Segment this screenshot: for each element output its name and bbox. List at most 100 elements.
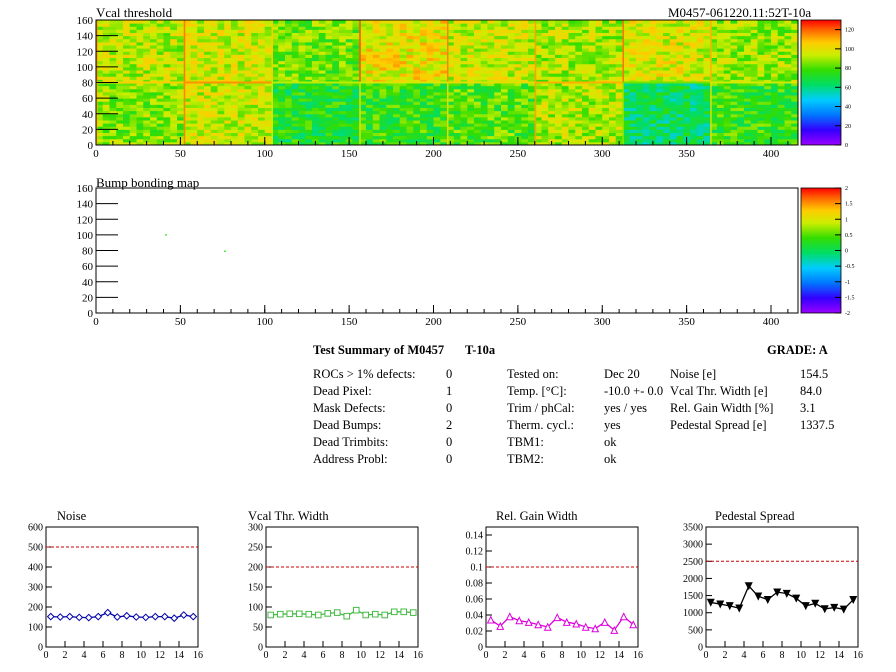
heatmap-cell <box>737 129 745 133</box>
heatmap-cell <box>696 20 704 24</box>
heatmap-cell <box>730 57 738 62</box>
heatmap-cell <box>501 95 509 99</box>
heatmap-cell <box>750 48 758 52</box>
heatmap-cell <box>568 91 576 96</box>
heatmap-cell <box>332 54 340 58</box>
heatmap-cell <box>170 82 178 87</box>
heatmap-cell <box>521 79 529 83</box>
heatmap-cell <box>96 116 104 121</box>
heatmap-cell <box>386 79 394 83</box>
heatmap-cell <box>723 82 731 87</box>
heatmap-cell <box>467 32 475 37</box>
heatmap-cell <box>629 29 637 33</box>
heatmap-cell <box>224 135 232 140</box>
heatmap-cell <box>744 66 752 71</box>
heatmap-cell <box>757 66 765 71</box>
y-tick-label: 120 <box>77 214 94 226</box>
heatmap-cell <box>399 120 407 124</box>
heatmap-cell <box>264 38 272 43</box>
heatmap-cell <box>494 129 502 133</box>
heatmap-cell <box>312 76 320 80</box>
heatmap-cell <box>764 45 772 49</box>
heatmap-cell <box>723 73 731 77</box>
heatmap-cell <box>575 48 583 52</box>
heatmap-cell <box>447 85 455 90</box>
heatmap-cell <box>669 41 677 46</box>
heatmap-cell <box>150 38 158 43</box>
heatmap-cell <box>528 82 536 87</box>
heatmap-cell <box>204 88 212 93</box>
heatmap-cell <box>629 141 637 146</box>
heatmap-cell <box>609 141 617 146</box>
heatmap-cell <box>298 38 306 43</box>
heatmap-cell <box>757 104 765 108</box>
heatmap-cell <box>656 63 664 68</box>
heatmap-cell <box>190 73 198 77</box>
heatmap-cell <box>244 35 252 40</box>
heatmap-cell <box>204 110 212 115</box>
heatmap-cell <box>318 60 326 65</box>
heatmap-cell <box>467 29 475 33</box>
heatmap-cell <box>366 32 374 37</box>
heatmap-cell <box>568 76 576 80</box>
heatmap-cell <box>285 141 293 146</box>
heatmap-cell <box>656 85 664 90</box>
heatmap-cell <box>440 63 448 68</box>
heatmap-cell <box>426 63 434 68</box>
heatmap-cell <box>325 101 333 105</box>
summary-value: ok <box>604 452 617 466</box>
heatmap-cell <box>750 57 758 62</box>
heatmap-cell <box>278 29 286 33</box>
heatmap-cell <box>669 29 677 33</box>
heatmap-cell <box>271 63 279 68</box>
heatmap-cell <box>204 73 212 77</box>
heatmap-cell <box>96 63 104 68</box>
heatmap-cell <box>440 132 448 137</box>
heatmap-cell <box>696 66 704 71</box>
heatmap-cell <box>541 135 549 140</box>
heatmap-cell <box>305 110 313 115</box>
heatmap-cell <box>703 29 711 33</box>
heatmap-cell <box>656 91 664 96</box>
heatmap-cell <box>237 120 245 124</box>
heatmap-cell <box>737 107 745 112</box>
heatmap-cell <box>757 101 765 105</box>
heatmap-cell <box>420 120 428 124</box>
heatmap-cell <box>703 141 711 146</box>
heatmap-cell <box>494 38 502 43</box>
heatmap-cell <box>291 85 299 90</box>
heatmap-cell <box>561 29 569 33</box>
heatmap-cell <box>696 123 704 127</box>
heatmap-cell <box>177 45 185 49</box>
heatmap-cell <box>251 66 259 71</box>
heatmap-cell <box>332 98 340 102</box>
heatmap-cell <box>231 73 239 77</box>
heatmap-cell <box>737 66 745 71</box>
heatmap-cell <box>555 63 563 68</box>
heatmap-cell <box>386 129 394 133</box>
heatmap-cell <box>143 120 151 124</box>
heatmap-cell <box>744 82 752 87</box>
heatmap-cell <box>150 48 158 52</box>
heatmap-cell <box>210 76 218 80</box>
heatmap-cell <box>386 120 394 124</box>
heatmap-cell <box>298 20 306 24</box>
heatmap-cell <box>764 54 772 58</box>
summary-value: Dec 20 <box>604 367 640 381</box>
heatmap-cell <box>264 98 272 102</box>
heatmap-cell <box>217 76 225 80</box>
heatmap-cell <box>217 29 225 33</box>
heatmap-cell <box>480 123 488 127</box>
heatmap-cell <box>683 32 691 37</box>
heatmap-cell <box>730 38 738 43</box>
heatmap-cell <box>528 73 536 77</box>
heatmap-cell <box>453 104 461 108</box>
heatmap-cell <box>602 116 610 121</box>
heatmap-cell <box>663 141 671 146</box>
heatmap-cell <box>629 123 637 127</box>
data-point <box>754 592 763 601</box>
data-point <box>84 613 93 622</box>
heatmap-cell <box>487 120 495 124</box>
summary-label: Mask Defects: <box>313 401 386 415</box>
heatmap-cell <box>730 126 738 130</box>
